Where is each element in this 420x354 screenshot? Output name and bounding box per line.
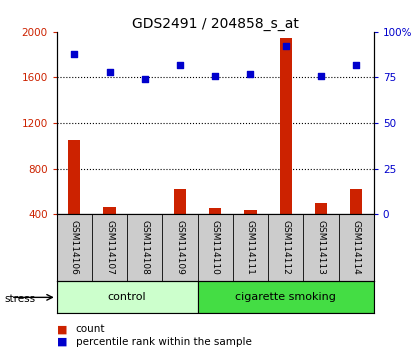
Point <box>212 73 219 79</box>
Bar <box>315 203 327 260</box>
Point <box>318 73 324 79</box>
Text: GSM114107: GSM114107 <box>105 220 114 275</box>
Text: control: control <box>108 292 147 302</box>
Text: percentile rank within the sample: percentile rank within the sample <box>76 337 252 347</box>
Bar <box>198 281 374 313</box>
Bar <box>57 281 198 313</box>
Bar <box>103 207 116 260</box>
Point <box>353 62 360 68</box>
Text: GSM114112: GSM114112 <box>281 221 290 275</box>
Point <box>247 71 254 76</box>
Text: GSM114110: GSM114110 <box>211 220 220 275</box>
Text: GSM114111: GSM114111 <box>246 220 255 275</box>
Bar <box>280 38 292 260</box>
Text: ■: ■ <box>57 337 67 347</box>
Text: count: count <box>76 324 105 334</box>
Point <box>177 62 184 68</box>
Text: GSM114109: GSM114109 <box>176 220 184 275</box>
Point <box>282 44 289 49</box>
Text: GSM114113: GSM114113 <box>316 220 326 275</box>
Bar <box>209 209 221 260</box>
Point <box>142 76 148 82</box>
Point <box>71 51 78 57</box>
Text: ■: ■ <box>57 324 67 334</box>
Bar <box>68 140 81 260</box>
Title: GDS2491 / 204858_s_at: GDS2491 / 204858_s_at <box>132 17 299 31</box>
Text: cigarette smoking: cigarette smoking <box>235 292 336 302</box>
Bar <box>350 189 362 260</box>
Text: GSM114106: GSM114106 <box>70 220 79 275</box>
Bar <box>244 210 257 260</box>
Point <box>106 69 113 75</box>
Text: GSM114108: GSM114108 <box>140 220 149 275</box>
Bar <box>174 189 186 260</box>
Text: GSM114114: GSM114114 <box>352 221 361 275</box>
Text: stress: stress <box>4 294 35 304</box>
Bar <box>139 245 151 260</box>
